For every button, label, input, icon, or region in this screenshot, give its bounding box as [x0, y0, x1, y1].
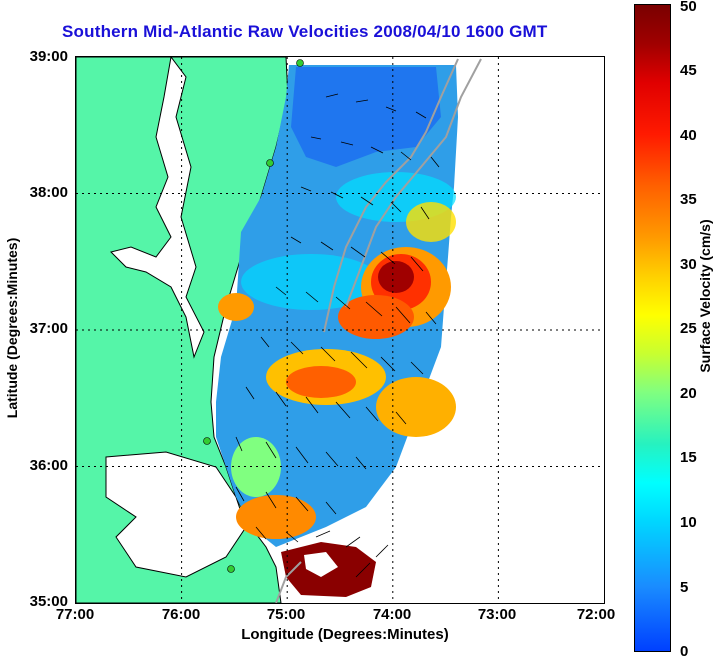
x-tick: 76:00 [161, 606, 201, 623]
y-tick: 35:00 [29, 593, 68, 610]
x-tick: 73:00 [477, 606, 517, 623]
x-tick: 75:00 [266, 606, 306, 623]
x-tick: 72:00 [576, 606, 616, 623]
y-axis-label: Latitude (Degrees:Minutes) [4, 237, 20, 419]
y-tick: 37:00 [29, 320, 68, 337]
x-tick: 77:00 [55, 606, 95, 623]
x-tick: 74:00 [372, 606, 412, 623]
pamlico-sound [105, 451, 247, 578]
colorbar-label: Surface Velocity (cm/s) [697, 219, 713, 373]
colorbar-tick: 10 [680, 514, 697, 531]
map-canvas [76, 57, 604, 603]
colorbar-tick: 40 [680, 127, 697, 144]
y-tick: 39:00 [29, 48, 68, 65]
station-marker [227, 565, 235, 573]
colorbar-tick: 50 [680, 0, 697, 15]
colorbar-tick: 35 [680, 191, 697, 208]
grid-lines [76, 57, 604, 603]
colorbar-tick: 20 [680, 385, 697, 402]
y-tick: 36:00 [29, 457, 68, 474]
colorbar-tick: 30 [680, 256, 697, 273]
chart-title: Southern Mid-Atlantic Raw Velocities 200… [62, 22, 548, 41]
map-plot-area[interactable] [75, 56, 605, 604]
x-axis-label: Longitude (Degrees:Minutes) [241, 626, 449, 643]
colorbar-tick: 5 [680, 579, 689, 596]
colorbar-tick: 15 [680, 449, 697, 466]
colorbar-tick: 25 [680, 320, 697, 337]
colorbar-tick: 45 [680, 62, 697, 79]
station-marker [296, 59, 304, 67]
bathymetry-contours [275, 58, 482, 603]
colorbar [634, 4, 671, 652]
station-marker [266, 159, 274, 167]
radar-stations [203, 59, 304, 573]
station-marker [203, 437, 211, 445]
velocity-arrows [235, 93, 440, 578]
chesapeake-bay [110, 57, 205, 359]
y-tick: 38:00 [29, 184, 68, 201]
velocity-field [216, 65, 458, 597]
colorbar-tick: 0 [680, 643, 689, 660]
